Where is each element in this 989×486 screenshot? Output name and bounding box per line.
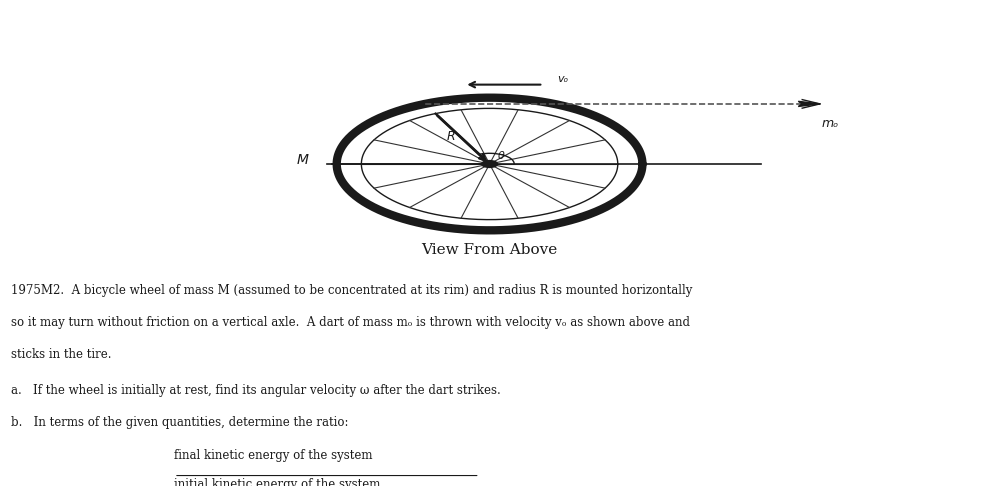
Text: vₒ: vₒ xyxy=(558,74,569,85)
Circle shape xyxy=(482,160,497,168)
Text: final kinetic energy of the system: final kinetic energy of the system xyxy=(174,449,373,462)
Text: View From Above: View From Above xyxy=(421,243,558,257)
Text: M: M xyxy=(296,153,309,167)
Text: a.   If the wheel is initially at rest, find its angular velocity ω after the da: a. If the wheel is initially at rest, fi… xyxy=(11,384,501,398)
Text: 1975M2.  A bicycle wheel of mass M (assumed to be concentrated at its rim) and r: 1975M2. A bicycle wheel of mass M (assum… xyxy=(11,284,692,297)
Text: R: R xyxy=(446,130,455,143)
Text: sticks in the tire.: sticks in the tire. xyxy=(11,348,112,361)
Text: mₒ: mₒ xyxy=(821,117,839,130)
Polygon shape xyxy=(798,101,820,106)
Text: initial kinetic energy of the system: initial kinetic energy of the system xyxy=(174,478,381,486)
Text: θ: θ xyxy=(498,151,504,161)
Text: b.   In terms of the given quantities, determine the ratio:: b. In terms of the given quantities, det… xyxy=(11,417,349,430)
Text: so it may turn without friction on a vertical axle.  A dart of mass mₒ is thrown: so it may turn without friction on a ver… xyxy=(11,316,690,329)
